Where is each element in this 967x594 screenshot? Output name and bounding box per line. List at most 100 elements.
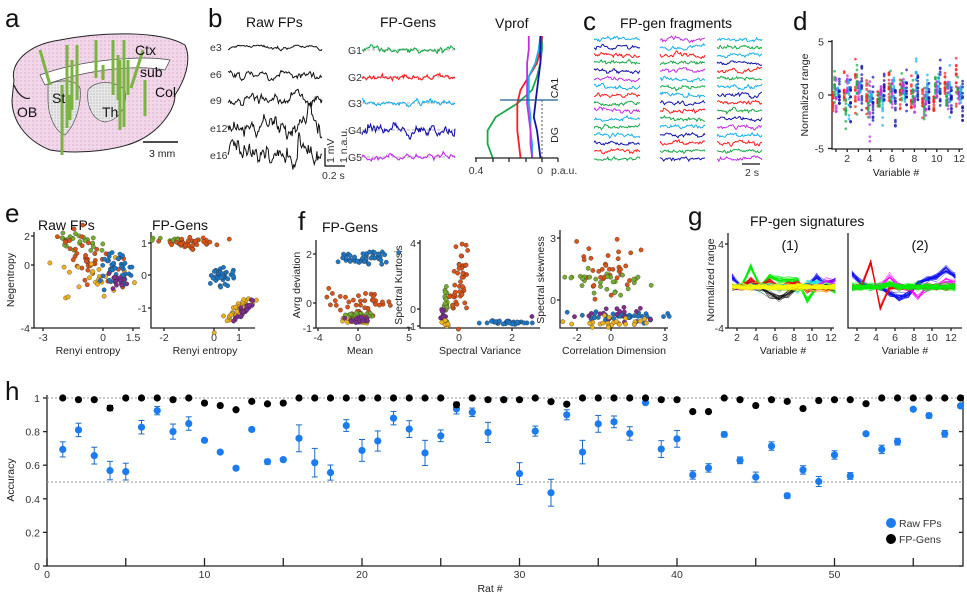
x-tick: -2 bbox=[572, 332, 581, 344]
x-tick: 10 bbox=[806, 332, 818, 344]
e2-point bbox=[169, 242, 174, 248]
scale-bar-label: 3 mm bbox=[149, 148, 176, 160]
data-point bbox=[950, 98, 953, 101]
f2-point bbox=[514, 319, 520, 325]
region-label-th: Th bbox=[102, 104, 118, 120]
f2-point bbox=[459, 274, 465, 280]
data-point bbox=[871, 75, 875, 79]
channel-label: e12 bbox=[210, 123, 228, 135]
data-point bbox=[878, 101, 881, 105]
fp-gens-point bbox=[389, 394, 398, 402]
data-point bbox=[905, 103, 908, 107]
f3-point bbox=[590, 324, 595, 330]
fp-gens-point bbox=[547, 398, 555, 406]
raw-trace bbox=[227, 100, 323, 140]
e1-point bbox=[55, 234, 60, 240]
data-point bbox=[879, 90, 883, 94]
data-point bbox=[924, 113, 928, 117]
data-point bbox=[878, 105, 881, 108]
y-axis-label: Spectral Kurtosis bbox=[393, 245, 405, 324]
fragment-trace bbox=[659, 67, 706, 73]
data-point bbox=[855, 112, 859, 116]
data-point bbox=[932, 100, 936, 104]
e2-point bbox=[234, 309, 240, 314]
data-point bbox=[871, 90, 875, 94]
f1-point bbox=[347, 259, 353, 264]
f2-point bbox=[460, 270, 466, 276]
panel-label-e: e bbox=[5, 198, 19, 228]
legend-label-gens: FP-Gens bbox=[899, 534, 941, 546]
f1-point bbox=[340, 255, 345, 261]
y-tick: 0.2 bbox=[25, 527, 40, 539]
f2-point bbox=[452, 282, 458, 288]
fragment-trace bbox=[716, 155, 763, 163]
h-axes bbox=[46, 395, 964, 567]
e1-point bbox=[67, 269, 72, 275]
e1-point bbox=[124, 281, 130, 287]
data-point bbox=[938, 58, 942, 62]
data-point bbox=[881, 109, 884, 113]
f3-point bbox=[605, 324, 611, 330]
raw-fps-point bbox=[830, 451, 839, 459]
e1-point bbox=[94, 246, 100, 252]
data-point bbox=[946, 107, 950, 111]
signature-line bbox=[851, 282, 956, 290]
data-point bbox=[935, 94, 939, 98]
e2-point bbox=[226, 236, 232, 242]
data-point bbox=[900, 96, 904, 100]
data-point bbox=[860, 96, 864, 100]
data-point bbox=[894, 120, 897, 124]
e2-point bbox=[231, 318, 236, 324]
f3-point bbox=[628, 250, 634, 256]
f3-point bbox=[568, 275, 574, 281]
y-tick: 0 bbox=[34, 561, 40, 573]
data-point bbox=[871, 108, 875, 112]
e2-point bbox=[178, 241, 184, 247]
fp-gens-point bbox=[641, 394, 650, 402]
data-point bbox=[842, 94, 846, 98]
data-point bbox=[868, 84, 872, 88]
f1-point bbox=[324, 294, 330, 300]
data-point bbox=[855, 75, 859, 79]
f2-point bbox=[455, 270, 461, 276]
raw-fps-point bbox=[468, 408, 476, 416]
e2-point bbox=[224, 318, 230, 324]
e1-point bbox=[132, 280, 137, 285]
raw-fps-point bbox=[893, 438, 902, 446]
e2-point bbox=[185, 238, 191, 244]
data-point bbox=[950, 110, 953, 113]
e1-point bbox=[117, 251, 123, 257]
f3-point bbox=[618, 267, 623, 272]
f3-point bbox=[586, 246, 592, 251]
fragment-trace bbox=[593, 75, 641, 83]
data-point bbox=[868, 103, 872, 107]
f1-point bbox=[335, 259, 341, 265]
y-tick: 0 bbox=[550, 295, 556, 307]
f2-point bbox=[456, 266, 462, 271]
x-tick: 4 bbox=[867, 153, 873, 165]
channel-label: e9 bbox=[210, 95, 222, 107]
fp-gens-point bbox=[752, 401, 760, 410]
data-point bbox=[954, 81, 958, 85]
f1-point bbox=[380, 299, 385, 305]
x-tick: -3 bbox=[38, 332, 47, 344]
f3-point bbox=[602, 313, 607, 318]
x-axis-label: Spectral Variance bbox=[439, 345, 521, 357]
raw-fps-point bbox=[421, 449, 429, 457]
f3-point bbox=[648, 282, 654, 288]
data-point bbox=[838, 82, 841, 86]
data-point bbox=[938, 97, 942, 101]
y-tick: 1 bbox=[34, 393, 40, 405]
fp-gens-point bbox=[74, 396, 83, 404]
e1-point bbox=[106, 271, 112, 276]
data-point bbox=[831, 107, 835, 110]
channel-label: e16 bbox=[210, 150, 228, 162]
f3-point bbox=[631, 276, 637, 282]
e2-point bbox=[230, 269, 236, 275]
f3-point bbox=[635, 314, 641, 319]
region-label-col: Col bbox=[155, 84, 176, 100]
raw-trace bbox=[227, 44, 323, 52]
e2-point bbox=[246, 302, 252, 308]
f3-point bbox=[613, 319, 619, 324]
data-point bbox=[937, 80, 940, 83]
